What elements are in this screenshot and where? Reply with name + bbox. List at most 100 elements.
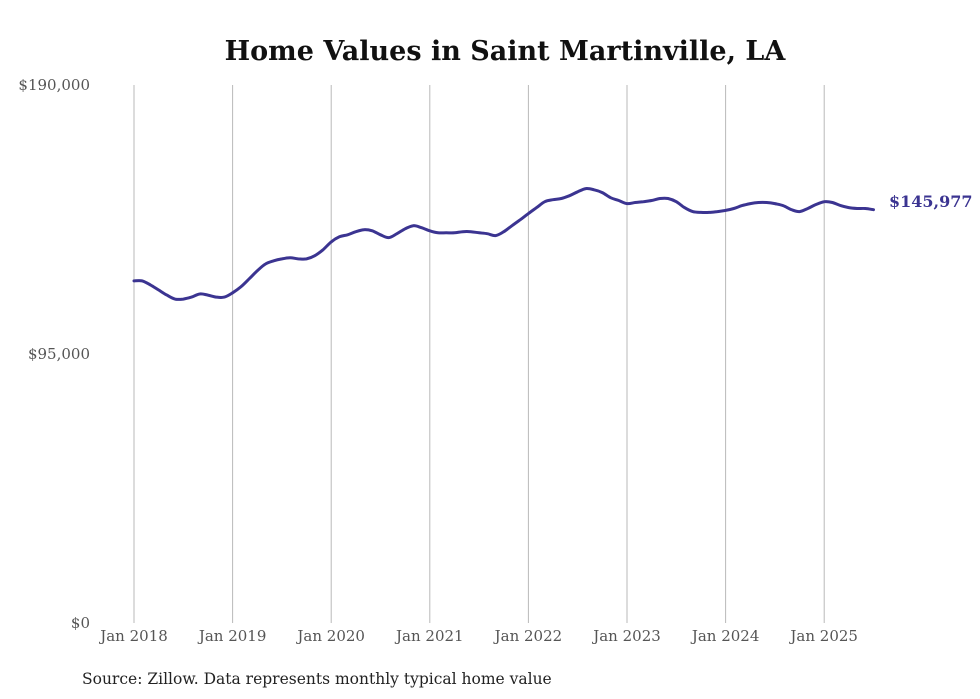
data-point xyxy=(535,206,538,209)
data-point xyxy=(502,230,505,233)
data-point xyxy=(371,229,374,232)
data-point xyxy=(519,218,522,221)
data-point xyxy=(790,208,793,211)
data-point xyxy=(576,190,579,193)
data-point xyxy=(626,202,629,205)
data-point xyxy=(691,210,694,213)
data-point xyxy=(387,236,390,239)
data-point xyxy=(330,240,333,243)
data-point xyxy=(757,201,760,204)
data-point xyxy=(601,191,604,194)
data-point xyxy=(839,204,842,207)
data-point xyxy=(568,194,571,197)
data-point xyxy=(806,207,809,210)
data-point xyxy=(724,209,727,212)
y-axis: $0 $95,000 $190,000 xyxy=(18,76,90,632)
data-point xyxy=(782,204,785,207)
data-point xyxy=(174,298,177,301)
x-tick-label: Jan 2024 xyxy=(690,627,760,645)
data-point xyxy=(831,201,834,204)
data-point xyxy=(297,257,300,260)
data-point xyxy=(256,269,259,272)
data-point xyxy=(395,232,398,235)
data-point xyxy=(773,202,776,205)
data-point xyxy=(609,196,612,199)
y-tick-label: $0 xyxy=(71,614,90,632)
data-point xyxy=(699,211,702,214)
data-point xyxy=(149,283,152,286)
y-tick-label: $190,000 xyxy=(18,76,90,94)
data-point xyxy=(716,210,719,213)
data-point xyxy=(872,208,875,211)
series-line xyxy=(132,187,875,301)
data-point xyxy=(469,230,472,233)
data-point xyxy=(798,210,801,213)
end-value-label: $145,977 xyxy=(889,192,973,211)
data-point xyxy=(856,207,859,210)
data-point xyxy=(543,200,546,203)
data-point xyxy=(593,188,596,191)
data-point xyxy=(223,296,226,299)
data-point xyxy=(182,298,185,301)
data-point xyxy=(231,291,234,294)
data-point xyxy=(313,254,316,257)
y-tick-label: $95,000 xyxy=(28,345,90,363)
x-tick-label: Jan 2022 xyxy=(493,627,563,645)
data-point xyxy=(198,293,201,296)
data-point xyxy=(815,203,818,206)
data-point xyxy=(354,230,357,233)
data-point xyxy=(494,234,497,237)
data-point xyxy=(658,197,661,200)
data-point xyxy=(428,229,431,232)
data-point xyxy=(346,233,349,236)
data-point xyxy=(823,200,826,203)
data-point xyxy=(527,212,530,215)
data-point xyxy=(363,228,366,231)
data-point xyxy=(453,231,456,234)
data-point xyxy=(683,206,686,209)
data-point xyxy=(289,256,292,259)
x-tick-label: Jan 2020 xyxy=(295,627,365,645)
data-point xyxy=(165,294,168,297)
data-point xyxy=(634,201,637,204)
data-point xyxy=(437,231,440,234)
data-point xyxy=(461,230,464,233)
data-point xyxy=(847,206,850,209)
data-point xyxy=(305,257,308,260)
data-point xyxy=(741,204,744,207)
gridlines xyxy=(133,85,825,623)
data-point xyxy=(157,289,160,292)
data-point xyxy=(404,227,407,230)
data-point xyxy=(272,259,275,262)
data-point xyxy=(675,200,678,203)
x-tick-label: Jan 2025 xyxy=(788,627,858,645)
x-tick-label: Jan 2019 xyxy=(197,627,267,645)
x-axis: Jan 2018 Jan 2019 Jan 2020 Jan 2021 Jan 2022… xyxy=(98,627,858,645)
data-point xyxy=(708,211,711,214)
data-point xyxy=(864,207,867,210)
data-point xyxy=(584,187,587,190)
data-point xyxy=(190,296,193,299)
data-point xyxy=(511,224,514,227)
data-point xyxy=(560,197,563,200)
data-point xyxy=(552,198,555,201)
data-point xyxy=(478,231,481,234)
data-point xyxy=(617,199,620,202)
data-point xyxy=(420,226,423,229)
data-point xyxy=(650,199,653,202)
data-point xyxy=(667,197,670,200)
data-point xyxy=(765,201,768,204)
x-tick-label: Jan 2023 xyxy=(591,627,661,645)
data-point xyxy=(338,235,341,238)
data-point xyxy=(133,279,136,282)
data-point xyxy=(379,233,382,236)
chart-title: Home Values in Saint Martinville, LA xyxy=(225,36,787,67)
data-point xyxy=(486,232,489,235)
data-point xyxy=(206,294,209,297)
data-point xyxy=(280,257,283,260)
data-point xyxy=(141,279,144,282)
series-layer xyxy=(132,187,875,301)
x-tick-label: Jan 2018 xyxy=(98,627,168,645)
data-point xyxy=(239,285,242,288)
